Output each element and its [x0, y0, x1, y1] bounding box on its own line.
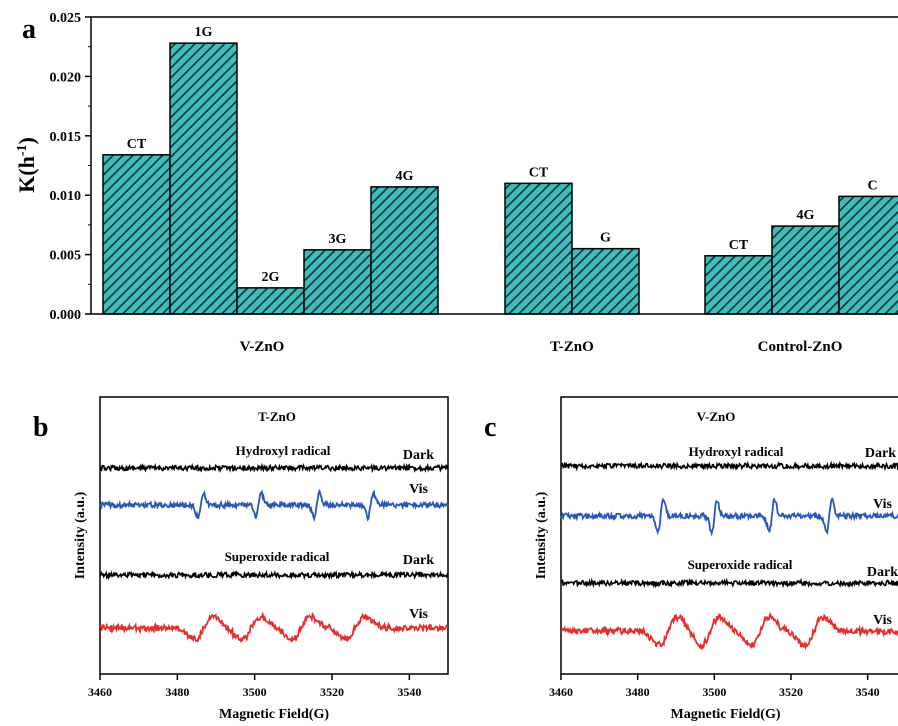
bar-label: CT: [729, 238, 749, 253]
annotation: Superoxide radical: [225, 549, 330, 564]
bar-label: CT: [529, 165, 549, 180]
y-tick-label: 0.010: [50, 189, 82, 204]
x-tick-label: 3500: [702, 685, 726, 699]
annotation: Hydroxyl radical: [689, 444, 784, 459]
panel-a-letter: a: [22, 14, 36, 45]
bar: [704, 255, 773, 315]
y-tick-label: 0.015: [50, 130, 82, 145]
group-label: V-ZnO: [240, 339, 285, 355]
y-axis-label: Intensity (a.u.): [534, 491, 549, 579]
y-axis-label: Intensity (a.u.): [73, 491, 88, 579]
x-tick-label: 3540: [397, 685, 421, 699]
x-tick-label: 3540: [856, 685, 880, 699]
y-tick-label: 0.025: [50, 11, 82, 26]
x-tick-label: 3520: [779, 685, 803, 699]
panel-b-frame: [99, 396, 449, 675]
bar: [370, 186, 439, 315]
bar: [102, 154, 171, 315]
series-label: Vis: [409, 607, 428, 622]
bar-label: 2G: [262, 270, 280, 285]
panel-a-y-axis-label: K(h-1): [14, 137, 39, 193]
spectrum-line: [560, 577, 898, 589]
bar-label: 3G: [329, 232, 347, 247]
group-label: T-ZnO: [550, 339, 594, 355]
x-axis-label: Magnetic Field(G): [219, 707, 329, 722]
series-label: Vis: [873, 613, 892, 628]
series-label: Dark: [867, 565, 898, 580]
panel-b: b Dark Vis Dark Vis T-ZnO Hydroxyl radical Sup…: [33, 396, 449, 722]
spectrum-line: [99, 488, 449, 523]
series-label: Dark: [403, 553, 434, 568]
bar: [236, 287, 305, 315]
series-label: Dark: [865, 446, 896, 461]
series-label: Vis: [873, 497, 892, 512]
panel-c: c Dark Vis Dark Vis V-ZnO Hydroxyl radical Sup…: [484, 396, 898, 722]
series-label: Dark: [403, 448, 434, 463]
spectrum-line: [560, 460, 898, 472]
bar: [771, 225, 840, 315]
bar-label: 4G: [396, 169, 414, 184]
x-axis-label: Magnetic Field(G): [670, 707, 780, 722]
bar-label: 4G: [797, 208, 815, 223]
bar-label: 1G: [195, 25, 213, 40]
x-tick-label: 3520: [320, 685, 344, 699]
x-tick-label: 3500: [243, 685, 267, 699]
bar-label: CT: [127, 137, 147, 152]
bar: [169, 42, 238, 315]
y-tick-label: 0.000: [50, 308, 82, 323]
group-label: Control-ZnO: [758, 339, 843, 355]
spectrum-line: [99, 462, 449, 474]
panel-title: T-ZnO: [258, 409, 296, 424]
bar: [504, 182, 573, 315]
panel-b-letter: b: [33, 412, 49, 443]
y-tick-label: 0.005: [50, 249, 82, 264]
bar: [303, 249, 372, 315]
spectrum-line: [560, 611, 898, 652]
bar-label: C: [867, 178, 877, 193]
bar: [838, 195, 898, 315]
x-tick-label: 3460: [549, 685, 573, 699]
panel-c-frame: [560, 396, 898, 675]
spectrum-line: [99, 611, 449, 644]
y-tick-label: 0.020: [50, 70, 82, 85]
x-tick-label: 3480: [626, 685, 650, 699]
bar-label: G: [600, 231, 611, 246]
spectrum-line: [99, 569, 449, 581]
bar: [571, 247, 640, 315]
series-label: Vis: [409, 482, 428, 497]
annotation: Hydroxyl radical: [236, 443, 331, 458]
x-tick-label: 3460: [88, 685, 112, 699]
panel-c-letter: c: [484, 412, 496, 443]
annotation: Superoxide radical: [688, 557, 793, 572]
spectrum-line: [560, 497, 898, 537]
x-tick-label: 3480: [165, 685, 189, 699]
panel-title: V-ZnO: [697, 409, 736, 424]
panel-a: a 0.000 0.005 0.010 0.015 0.020 0.025 CT 1G 2G 3…: [14, 11, 898, 355]
